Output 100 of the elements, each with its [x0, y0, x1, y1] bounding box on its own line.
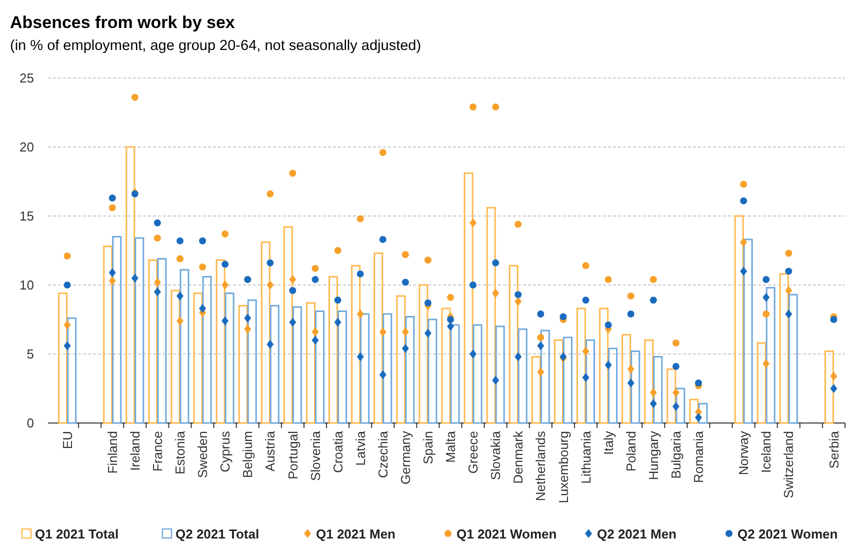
bar — [428, 318, 438, 424]
point — [64, 341, 71, 350]
x-tick-label: Ireland — [127, 431, 142, 471]
x-tick-label: Slovakia — [488, 430, 504, 480]
point — [785, 309, 792, 318]
bar — [224, 292, 234, 424]
x-tick-label: Poland — [623, 431, 638, 472]
point — [627, 310, 634, 318]
point — [672, 362, 680, 370]
y-tick-label: 15 — [20, 208, 34, 224]
bar — [270, 304, 280, 424]
bar — [260, 241, 270, 424]
bar — [576, 308, 586, 424]
point — [627, 292, 634, 300]
point — [537, 334, 544, 341]
legend-label: Q2 2021 Men — [597, 526, 677, 542]
point — [244, 324, 252, 334]
bar — [170, 290, 180, 424]
bar — [666, 368, 676, 424]
point — [312, 327, 319, 336]
x-tick-label: Hungary — [646, 430, 661, 480]
point — [379, 370, 386, 380]
point — [402, 278, 409, 286]
bar — [756, 342, 766, 424]
point — [447, 316, 454, 323]
point — [312, 276, 319, 283]
point — [154, 219, 161, 226]
point — [402, 251, 409, 258]
x-tick-label: Germany — [398, 430, 413, 484]
x-tick-label: Netherlands — [533, 430, 548, 502]
point — [176, 255, 184, 262]
point — [199, 264, 206, 271]
bar — [608, 348, 618, 424]
point — [537, 341, 544, 350]
bar — [644, 339, 654, 424]
point — [108, 194, 116, 202]
bar — [622, 334, 632, 424]
point — [379, 149, 386, 156]
bar — [418, 284, 428, 424]
legend-label: Q1 2021 Women — [456, 526, 557, 542]
point — [762, 359, 770, 368]
x-tick-label: Slovenia — [308, 430, 323, 481]
point — [334, 247, 342, 254]
chart-title: Absences from work by sex — [10, 13, 236, 32]
point — [560, 313, 567, 320]
point — [650, 388, 657, 398]
point — [289, 287, 296, 294]
point — [830, 316, 838, 323]
bar — [441, 308, 451, 424]
bar — [405, 316, 415, 424]
bar — [382, 313, 392, 424]
point — [334, 296, 342, 304]
point — [289, 274, 296, 284]
point — [537, 310, 544, 318]
x-tick-label: Austria — [262, 430, 278, 472]
point — [266, 340, 274, 349]
point — [424, 328, 432, 338]
bar — [698, 402, 708, 424]
y-tick-label: 25 — [20, 70, 34, 86]
bar — [306, 302, 316, 424]
point — [740, 197, 748, 204]
legend-label: Q1 2021 Total — [35, 526, 119, 542]
x-tick-label: Iceland — [758, 431, 774, 473]
bar — [779, 273, 789, 424]
point — [356, 309, 364, 318]
bar — [540, 330, 550, 424]
point — [266, 190, 274, 198]
point — [289, 170, 296, 177]
bar — [247, 299, 257, 424]
x-tick-label: Norway — [736, 430, 752, 476]
x-tick-label: Portugal — [285, 430, 300, 480]
point — [108, 276, 116, 286]
x-tick-label: Romania — [691, 430, 706, 484]
point — [514, 291, 522, 298]
point — [492, 376, 500, 385]
point — [604, 322, 612, 329]
point — [470, 282, 477, 288]
point — [785, 286, 792, 296]
point — [131, 94, 138, 101]
x-tick-label: Switzerland — [781, 431, 796, 498]
bar — [396, 295, 406, 424]
x-tick-label: Bulgaria — [668, 430, 684, 479]
point — [672, 388, 680, 398]
bar — [472, 324, 482, 424]
point — [650, 296, 657, 304]
bar — [653, 356, 663, 424]
x-tick-label: Spain — [420, 431, 436, 464]
point — [424, 299, 432, 306]
point — [537, 367, 544, 376]
bar — [586, 339, 596, 424]
point — [582, 296, 590, 304]
point — [266, 280, 274, 290]
x-tick-label: Greece — [466, 431, 481, 474]
bar — [193, 292, 203, 424]
point — [830, 372, 838, 381]
point — [222, 230, 229, 238]
point — [402, 327, 409, 336]
point — [470, 350, 477, 358]
point — [176, 292, 184, 301]
bar — [351, 264, 361, 424]
